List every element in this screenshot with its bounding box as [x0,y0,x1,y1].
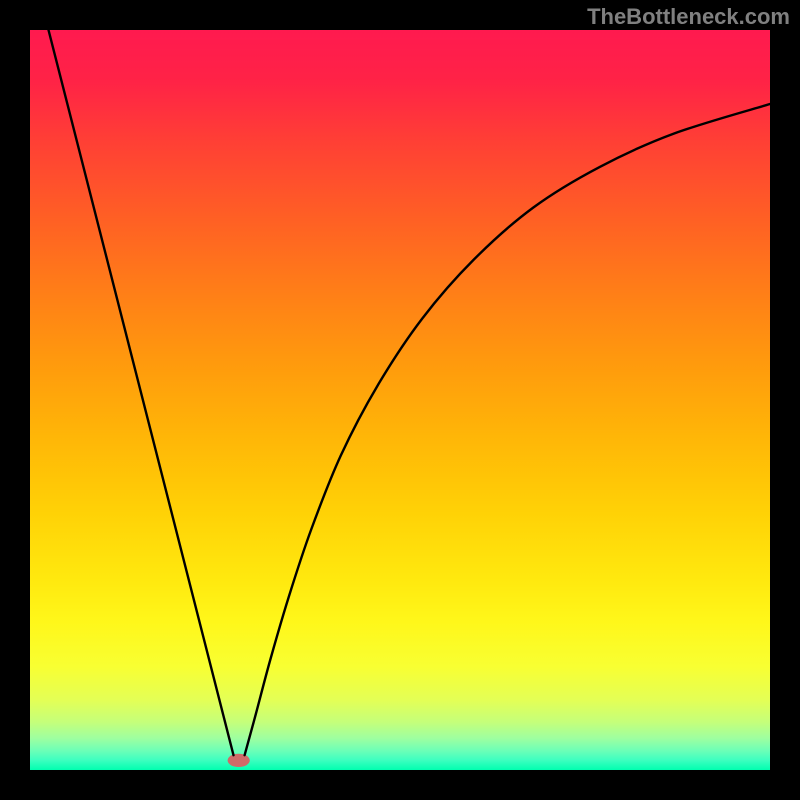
watermark-text: TheBottleneck.com [587,4,790,30]
gradient-background [30,30,770,770]
chart-container: TheBottleneck.com [0,0,800,800]
dip-marker [228,754,250,767]
bottleneck-chart [0,0,800,800]
